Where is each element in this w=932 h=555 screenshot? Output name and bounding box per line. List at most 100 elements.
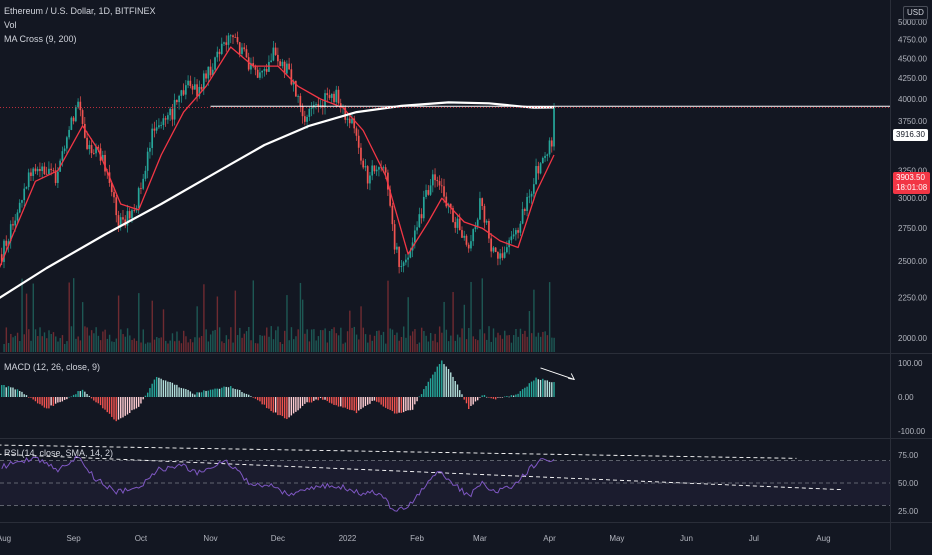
candle-body xyxy=(512,234,515,237)
macd-bar xyxy=(75,394,77,397)
ma-slow-line xyxy=(0,101,555,299)
volume-bar xyxy=(236,335,239,352)
price-axis-tick: 4750.00 xyxy=(898,36,927,45)
volume-bar xyxy=(378,330,380,352)
candle-body xyxy=(16,212,19,221)
candle-body xyxy=(295,80,297,97)
volume-bar xyxy=(530,333,533,352)
macd-bar xyxy=(524,387,526,397)
macd-bar xyxy=(88,395,91,397)
macd-bar xyxy=(248,394,250,397)
candle-body xyxy=(70,117,73,130)
macd-bar xyxy=(160,378,162,397)
candle-body xyxy=(488,220,490,239)
candle-body xyxy=(357,135,360,148)
candle-body xyxy=(250,63,252,70)
macd-bar xyxy=(243,393,245,397)
macd-bar xyxy=(48,397,50,409)
volume-bar xyxy=(405,337,407,352)
candle-body xyxy=(281,61,284,67)
macd-bar xyxy=(544,380,546,397)
volume-bar xyxy=(135,340,138,352)
volume-bar xyxy=(293,339,295,352)
volume-bar xyxy=(513,335,515,352)
macd-bar xyxy=(355,397,358,414)
candle-body xyxy=(259,72,261,78)
volume-bar xyxy=(470,281,472,352)
macd-bar xyxy=(483,394,486,397)
macd-bar xyxy=(315,397,317,400)
macd-bar xyxy=(310,397,313,403)
candle-body xyxy=(207,66,210,79)
volume-bar xyxy=(169,340,171,352)
candle-body xyxy=(440,185,443,187)
ma-fast-line xyxy=(0,46,555,269)
macd-bar xyxy=(256,397,259,401)
macd-bar xyxy=(409,397,412,411)
macd-bar xyxy=(185,389,187,397)
volume-bar xyxy=(5,327,8,352)
volume-bar xyxy=(218,327,221,352)
volume-bar xyxy=(277,326,279,352)
macd-bar xyxy=(115,397,117,422)
candle-body xyxy=(202,73,205,90)
candle-body xyxy=(234,37,237,38)
volume-bar xyxy=(97,335,100,352)
volume-bar xyxy=(477,340,479,352)
volume-bar xyxy=(362,327,364,352)
macd-bar xyxy=(512,395,515,397)
candle-body xyxy=(34,168,37,172)
candle-body xyxy=(402,262,405,266)
candle-body xyxy=(355,128,358,136)
macd-bar xyxy=(189,391,192,397)
macd-bar xyxy=(519,391,522,397)
volume-bar xyxy=(548,282,551,352)
macd-bar xyxy=(378,397,380,403)
macd-bar xyxy=(180,387,183,397)
price-axis-tick: 3000.00 xyxy=(898,194,927,203)
volume-bar xyxy=(239,327,241,352)
candle-body xyxy=(247,57,250,70)
macd-bar xyxy=(465,397,468,404)
volume-bar xyxy=(156,337,158,352)
volume-bar xyxy=(524,330,526,352)
volume-bar xyxy=(129,335,131,352)
volume-bar xyxy=(501,338,504,352)
volume-bar xyxy=(533,289,535,352)
macd-bar xyxy=(292,397,295,414)
macd-bar xyxy=(140,397,142,404)
last-price-tag: 3903.50 18:01:08 xyxy=(893,172,931,194)
volume-bar xyxy=(420,327,423,352)
candle-body xyxy=(36,168,39,172)
candle-body xyxy=(272,47,275,61)
candle-body xyxy=(398,246,400,267)
macd-bar xyxy=(279,397,281,416)
volume-bar xyxy=(28,329,30,352)
volume-bar xyxy=(147,342,149,352)
macd-bar xyxy=(138,397,140,407)
candle-body xyxy=(479,198,481,220)
macd-bar xyxy=(443,364,445,397)
volume-bar xyxy=(275,330,277,352)
macd-bar xyxy=(194,394,196,397)
volume-bar xyxy=(488,326,490,352)
candle-body xyxy=(283,61,286,74)
macd-bar xyxy=(456,384,459,397)
currency-badge[interactable]: USD xyxy=(903,6,928,20)
volume-bar xyxy=(326,342,329,352)
candle-body xyxy=(61,151,64,161)
candle-body xyxy=(344,106,347,120)
macd-bar xyxy=(99,397,102,406)
macd-bar xyxy=(405,397,407,411)
macd-bar xyxy=(79,391,82,397)
macd-bar xyxy=(153,379,156,397)
candle-body xyxy=(537,166,540,174)
candle-body xyxy=(387,172,389,190)
volume-bar xyxy=(304,333,306,352)
macd-bar xyxy=(142,397,144,400)
candle-body xyxy=(236,37,239,43)
macd-bar xyxy=(252,397,254,398)
candle-body xyxy=(286,63,288,74)
